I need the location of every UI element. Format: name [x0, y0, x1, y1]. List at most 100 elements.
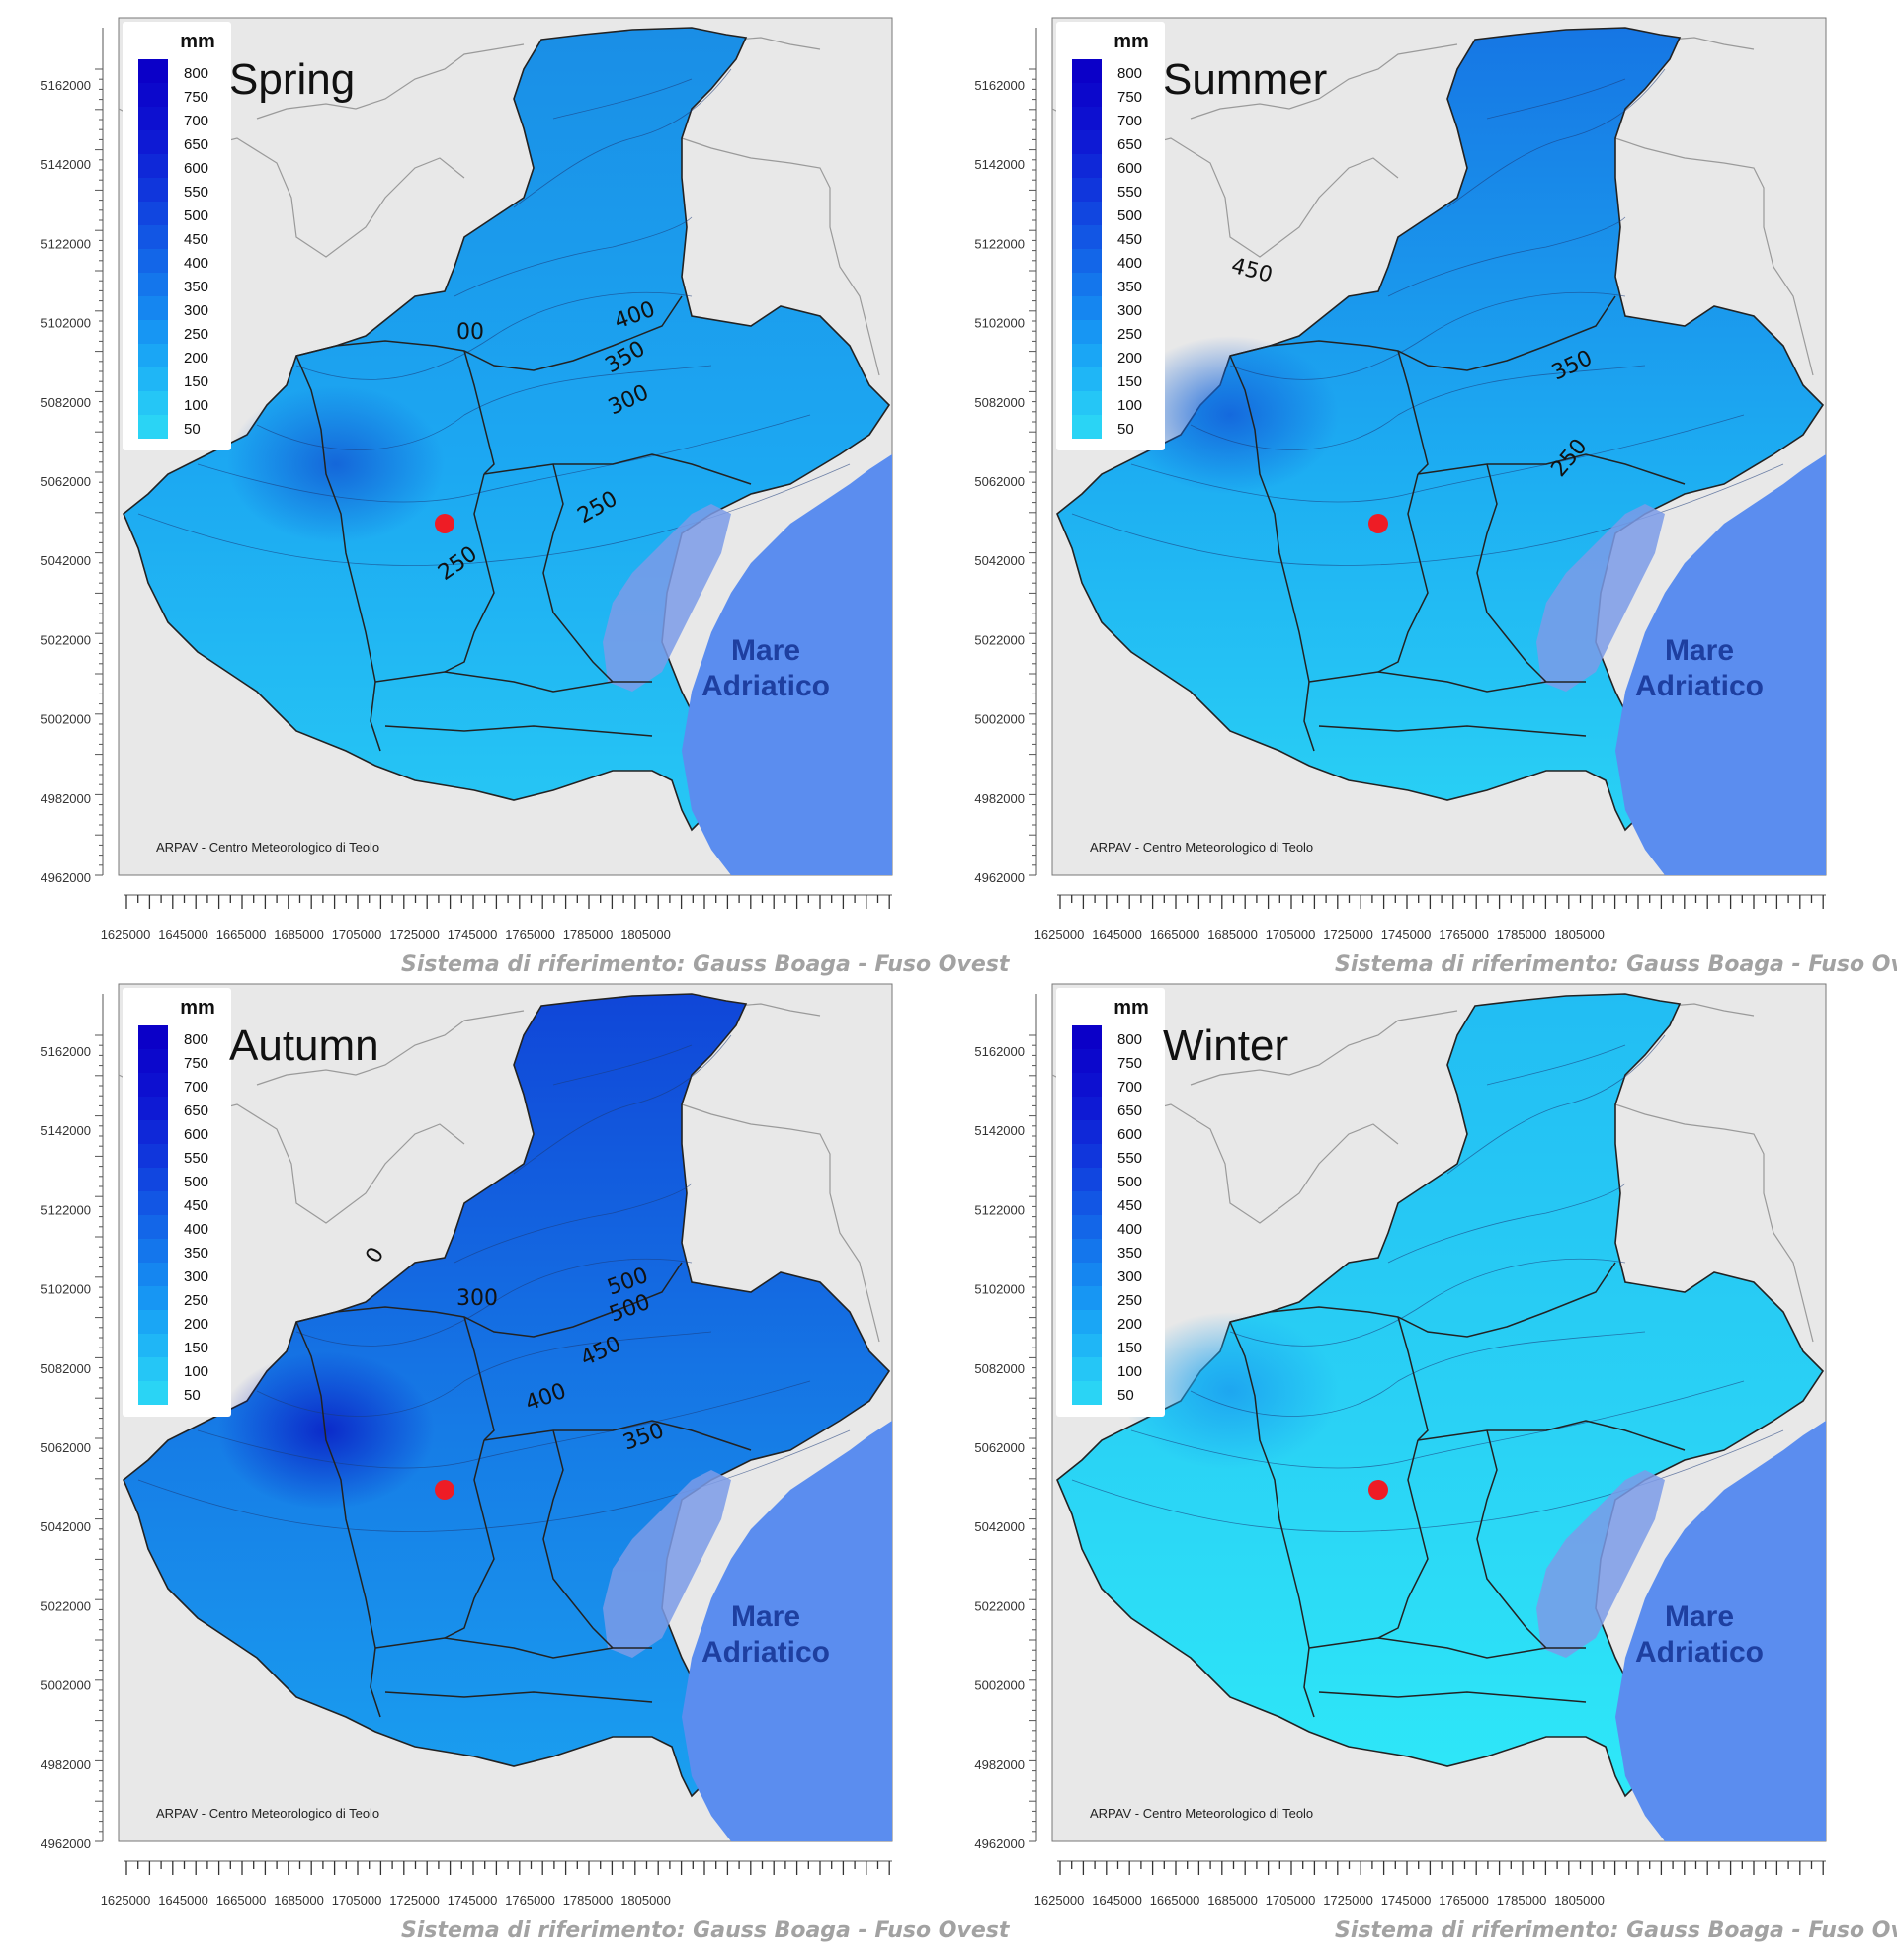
province-border — [1308, 1637, 1586, 1659]
x-tick-label: 1725000 — [1323, 927, 1373, 941]
country-border — [256, 43, 525, 120]
province-border — [1397, 1316, 1429, 1441]
legend-tick-label: 100 — [184, 1363, 208, 1380]
legend-swatch — [1072, 1286, 1102, 1310]
y-tick-label: 5122000 — [41, 236, 91, 251]
station-marker — [1368, 1480, 1388, 1500]
y-tick-label: 5082000 — [974, 395, 1025, 410]
sea-label-line2: Adriatico — [1635, 670, 1764, 702]
legend-swatch — [138, 1025, 168, 1049]
country-border — [735, 37, 821, 50]
legend-tick-label: 100 — [1117, 1363, 1142, 1380]
x-tick-label: 1785000 — [563, 1893, 614, 1908]
province-border — [374, 671, 652, 693]
reference-system-caption: Sistema di riferimento: Gauss Boaga - Fu… — [401, 1919, 1010, 1943]
x-tick-label: 1805000 — [620, 1893, 671, 1908]
province-border — [295, 295, 683, 371]
legend-unit: mm — [180, 31, 215, 52]
y-tick-label: 5142000 — [41, 157, 91, 172]
y-tick-label: 4982000 — [974, 1757, 1025, 1772]
legend-tick-label: 100 — [1117, 397, 1142, 414]
x-tick-label: 1785000 — [1497, 1893, 1547, 1908]
legend-tick-label: 700 — [184, 113, 208, 129]
legend: mm 800 750 700 650 600 550 500 450 400 350 300 250 20… — [123, 22, 231, 450]
y-tick-label: 5002000 — [974, 712, 1025, 727]
x-tick-label: 1645000 — [158, 1893, 208, 1908]
region-veneto — [123, 993, 891, 1798]
province-border — [1476, 1429, 1547, 1649]
contour-line — [1387, 1183, 1626, 1264]
legend-swatch — [1072, 391, 1102, 415]
contour-line — [1229, 292, 1626, 380]
contour-line — [552, 1044, 693, 1086]
x-tick-label: 1765000 — [1439, 1893, 1489, 1908]
x-tick-label: 1645000 — [1092, 1893, 1142, 1908]
legend-swatch — [138, 130, 168, 154]
y-tick-label: 5102000 — [974, 1282, 1025, 1297]
map-panel-spring: 400 350 300 250 250 00 Mare Adriatico ARPAV - Ce… — [0, 0, 1009, 980]
adriatic-sea — [682, 1421, 892, 1841]
legend-tick-label: 700 — [1117, 113, 1142, 129]
y-tick-label: 4962000 — [974, 1837, 1025, 1851]
legend-swatch — [1072, 130, 1102, 154]
legend-tick-label: 650 — [1117, 1102, 1142, 1119]
legend-swatch — [138, 320, 168, 344]
region-veneto — [123, 27, 891, 832]
y-axis: 5162000 5142000 5122000 5102000 5082000 50620… — [974, 28, 1037, 885]
legend-swatch — [1072, 178, 1102, 202]
legend-unit: mm — [180, 997, 215, 1019]
x-tick-label: 1745000 — [448, 1893, 498, 1908]
legend-swatch — [1072, 83, 1102, 107]
legend-swatch — [138, 1120, 168, 1144]
y-tick-label: 5162000 — [41, 1044, 91, 1059]
legend-tick-label: 250 — [184, 326, 208, 343]
y-tick-label: 5002000 — [41, 712, 91, 727]
legend-swatch — [1072, 344, 1102, 368]
legend-tick-label: 650 — [184, 136, 208, 153]
legend-swatch — [138, 249, 168, 273]
contour-line — [256, 365, 712, 450]
legend-swatch — [138, 1381, 168, 1405]
reference-system-caption: Sistema di riferimento: Gauss Boaga - Fu… — [1335, 952, 1897, 977]
reference-system-caption: Sistema di riferimento: Gauss Boaga - Fu… — [401, 952, 1010, 977]
y-tick-label: 5042000 — [41, 553, 91, 568]
x-axis: 1625000 1645000 1665000 1685000 1705000 17250… — [101, 1860, 892, 1908]
lagoon — [1536, 504, 1665, 692]
province-border — [1377, 1439, 1429, 1639]
province-border — [444, 1439, 495, 1639]
y-tick-label: 5162000 — [974, 78, 1025, 93]
legend-tick-label: 550 — [1117, 1150, 1142, 1167]
legend-tick-label: 250 — [1117, 1292, 1142, 1309]
legend-tick-label: 100 — [184, 397, 208, 414]
legend-swatch — [138, 1239, 168, 1263]
legend-tick-label: 150 — [1117, 1340, 1142, 1356]
x-tick-label: 1725000 — [389, 1893, 440, 1908]
province-border — [444, 473, 495, 673]
adriatic-sea — [682, 454, 892, 875]
x-tick-label: 1765000 — [505, 1893, 555, 1908]
legend-tick-label: 50 — [1117, 1387, 1134, 1404]
legend: mm 800 750 700 650 600 550 500 450 400 350 300 250 20… — [123, 988, 231, 1417]
legend-swatch — [1072, 154, 1102, 178]
legend-swatch — [138, 1334, 168, 1357]
province-border — [1229, 295, 1616, 371]
legend-swatch — [138, 1049, 168, 1073]
legend-tick-label: 150 — [1117, 373, 1142, 390]
legend-tick-label: 550 — [1117, 184, 1142, 201]
y-tick-label: 5042000 — [41, 1519, 91, 1534]
credit-text: ARPAV - Centro Meteorologico di Teolo — [1090, 840, 1313, 855]
reference-system-caption: Sistema di riferimento: Gauss Boaga - Fu… — [1335, 1919, 1897, 1943]
country-border — [735, 1003, 821, 1017]
province-border — [295, 355, 381, 752]
legend-tick-label: 800 — [1117, 1031, 1142, 1048]
legend-swatch — [138, 415, 168, 439]
y-tick-label: 5022000 — [974, 1598, 1025, 1613]
country-border — [1614, 137, 1814, 376]
province-border — [295, 1321, 381, 1718]
lagoon — [1536, 1470, 1665, 1658]
x-tick-label: 1745000 — [1381, 927, 1432, 941]
legend-swatch — [138, 83, 168, 107]
contour-line — [1446, 1034, 1666, 1175]
legend-swatch — [1072, 1334, 1102, 1357]
